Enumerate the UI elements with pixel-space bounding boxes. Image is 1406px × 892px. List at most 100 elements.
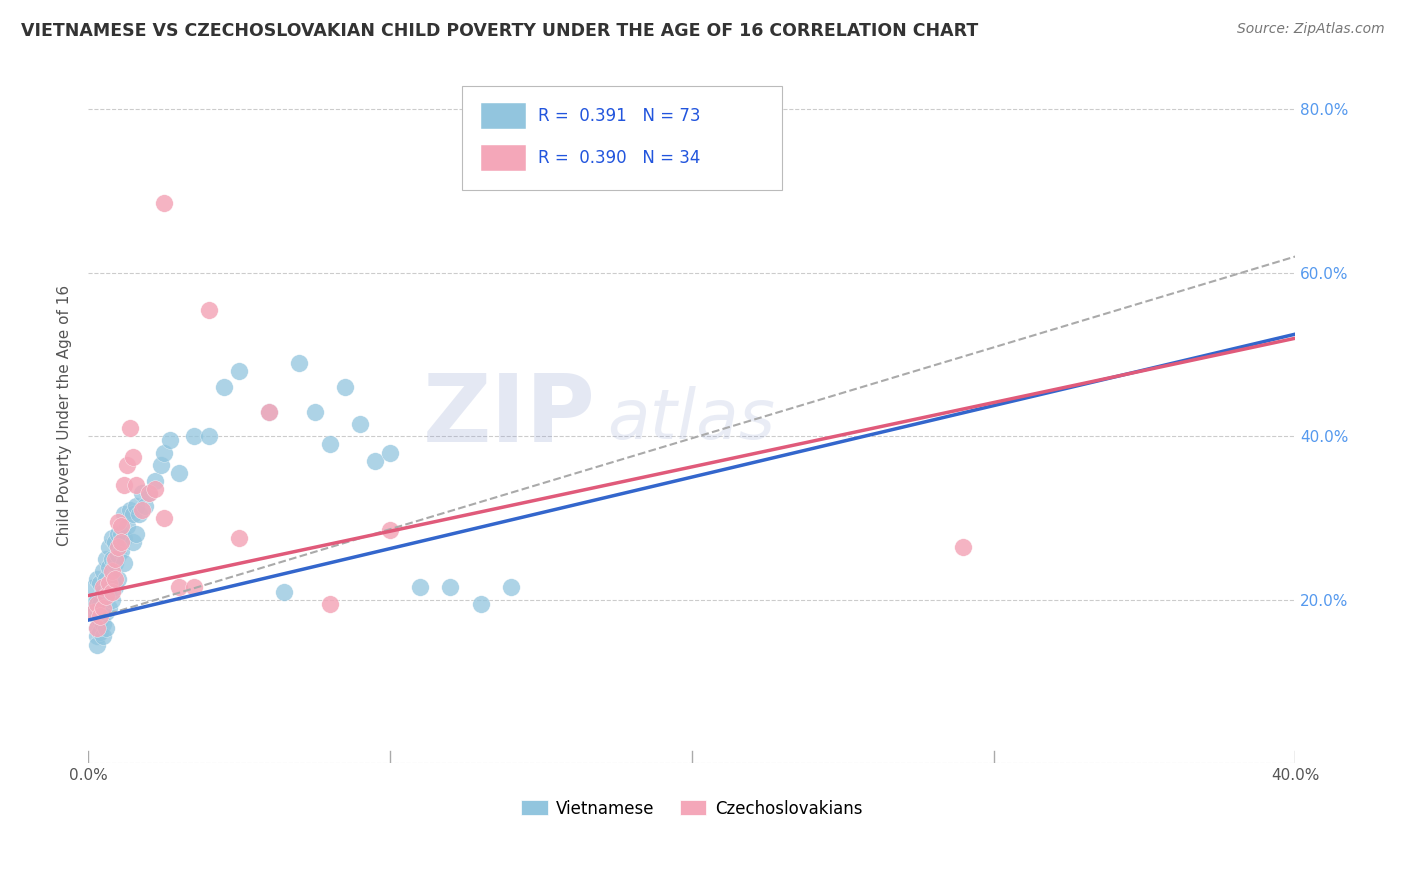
Point [159,434,181,448]
Text: R =  0.391   N = 73: R = 0.391 N = 73 [538,107,702,125]
Point [96,551,118,566]
Point [107,527,129,541]
Point [86,609,108,624]
Point [117,458,139,472]
Point [112,507,135,521]
Point [107,572,129,586]
Point [183,581,205,595]
Point [107,540,129,554]
Point [112,532,135,546]
Point [91,584,114,599]
Point [96,605,118,619]
Point [101,532,124,546]
Text: R =  0.390   N = 34: R = 0.390 N = 34 [538,149,700,167]
Point [89,613,111,627]
Point [91,564,114,578]
Point [89,625,111,640]
Point [117,519,139,533]
Point [104,551,127,566]
Text: VIETNAMESE VS CZECHOSLOVAKIAN CHILD POVERTY UNDER THE AGE OF 16 CORRELATION CHAR: VIETNAMESE VS CZECHOSLOVAKIAN CHILD POVE… [21,22,979,40]
Point [89,576,111,591]
Point [86,592,108,607]
Point [149,458,172,472]
Point [152,196,174,211]
Point [83,605,105,619]
Point [152,445,174,459]
Point [86,572,108,586]
Point [143,474,166,488]
Point [138,486,160,500]
Point [409,581,432,595]
Point [101,592,124,607]
Point [96,621,118,635]
Point [257,405,280,419]
Point [470,597,492,611]
Point [104,572,127,586]
Point [89,597,111,611]
Point [152,511,174,525]
Point [110,519,132,533]
Point [122,450,145,464]
Point [167,581,190,595]
Legend: Vietnamese, Czechoslovakians: Vietnamese, Czechoslovakians [515,793,869,824]
Point [98,576,121,591]
Point [107,548,129,562]
Point [110,527,132,541]
Point [952,540,974,554]
Point [86,621,108,635]
Point [104,556,127,570]
Point [183,429,205,443]
Text: atlas: atlas [607,386,775,453]
Point [107,515,129,529]
Point [318,437,340,451]
Point [83,581,105,595]
Point [86,630,108,644]
Point [112,556,135,570]
Point [138,486,160,500]
Text: Source: ZipAtlas.com: Source: ZipAtlas.com [1237,22,1385,37]
Point [96,589,118,603]
Point [110,535,132,549]
Point [499,581,522,595]
FancyBboxPatch shape [481,103,526,129]
FancyBboxPatch shape [481,145,526,171]
Point [96,589,118,603]
Point [91,600,114,615]
Point [198,429,221,443]
Point [83,605,105,619]
Point [122,507,145,521]
Point [131,503,153,517]
Point [98,581,121,595]
Point [96,572,118,586]
Point [98,540,121,554]
Point [86,621,108,635]
Point [91,630,114,644]
Point [318,597,340,611]
Point [333,380,356,394]
Point [91,617,114,632]
Point [439,581,461,595]
Point [86,638,108,652]
Y-axis label: Child Poverty Under the Age of 16: Child Poverty Under the Age of 16 [58,285,72,547]
Point [349,417,371,431]
Point [104,581,127,595]
Point [378,523,401,537]
Point [304,405,326,419]
Point [120,421,142,435]
Point [86,597,108,611]
Point [91,605,114,619]
Point [378,445,401,459]
Point [228,532,250,546]
Point [198,302,221,317]
Point [257,405,280,419]
Point [125,499,148,513]
Point [122,535,145,549]
Point [98,600,121,615]
Point [128,507,150,521]
Point [212,380,235,394]
Point [101,584,124,599]
Point [364,454,387,468]
Point [288,356,311,370]
Point [89,609,111,624]
Point [143,483,166,497]
